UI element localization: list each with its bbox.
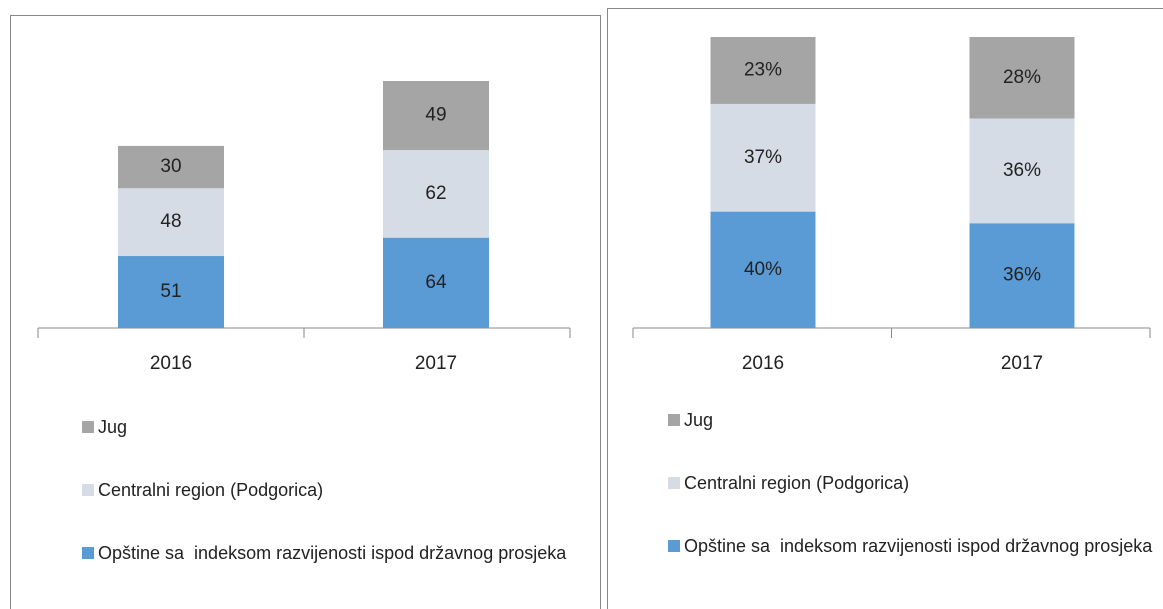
bar-segment — [383, 150, 489, 238]
data-label: 40% — [744, 259, 782, 280]
legend-label: Centralni region (Podgorica) — [98, 480, 324, 500]
x-tick-label: 2016 — [150, 353, 192, 374]
bar-segment — [969, 37, 1075, 119]
data-label: 37% — [744, 147, 782, 168]
bar-segment — [118, 188, 224, 257]
bar-segment — [710, 103, 816, 212]
data-label: 64 — [425, 272, 447, 293]
legend-label: Opštine sa indeksom razvijenosti ispod d… — [684, 536, 1153, 556]
chart-frame — [607, 8, 1163, 609]
data-label: 36% — [1003, 160, 1041, 181]
x-tick-label: 2016 — [742, 353, 784, 374]
legend-label: Jug — [98, 417, 128, 437]
legend-label: Opštine sa indeksom razvijenosti ispod d… — [98, 543, 567, 563]
bar-segment — [969, 223, 1075, 328]
data-label: 51 — [160, 281, 181, 302]
data-label: 49 — [425, 105, 446, 126]
legend-swatch — [82, 484, 94, 496]
bar-segment — [710, 37, 816, 104]
data-label: 23% — [744, 59, 782, 80]
bar-segment — [118, 145, 224, 189]
x-tick-label: 2017 — [415, 353, 457, 374]
bar-segment — [969, 118, 1075, 224]
bar-segment — [118, 256, 224, 328]
chart-frame — [10, 15, 601, 609]
data-label: 62 — [425, 183, 446, 204]
bar-segment — [383, 81, 489, 151]
legend-swatch — [668, 540, 680, 552]
legend-label: Jug — [684, 410, 714, 430]
legend-label: Centralni region (Podgorica) — [684, 473, 910, 493]
data-label: 30 — [160, 156, 181, 177]
legend-swatch — [82, 547, 94, 559]
x-tick-label: 2017 — [1001, 353, 1043, 374]
data-label: 28% — [1003, 67, 1041, 88]
bar-segment — [383, 237, 489, 328]
data-label: 48 — [160, 211, 181, 232]
legend-swatch — [668, 477, 680, 489]
bar-segment — [710, 211, 816, 328]
legend-swatch — [668, 414, 680, 426]
legend-swatch — [82, 421, 94, 433]
data-label: 36% — [1003, 265, 1041, 286]
